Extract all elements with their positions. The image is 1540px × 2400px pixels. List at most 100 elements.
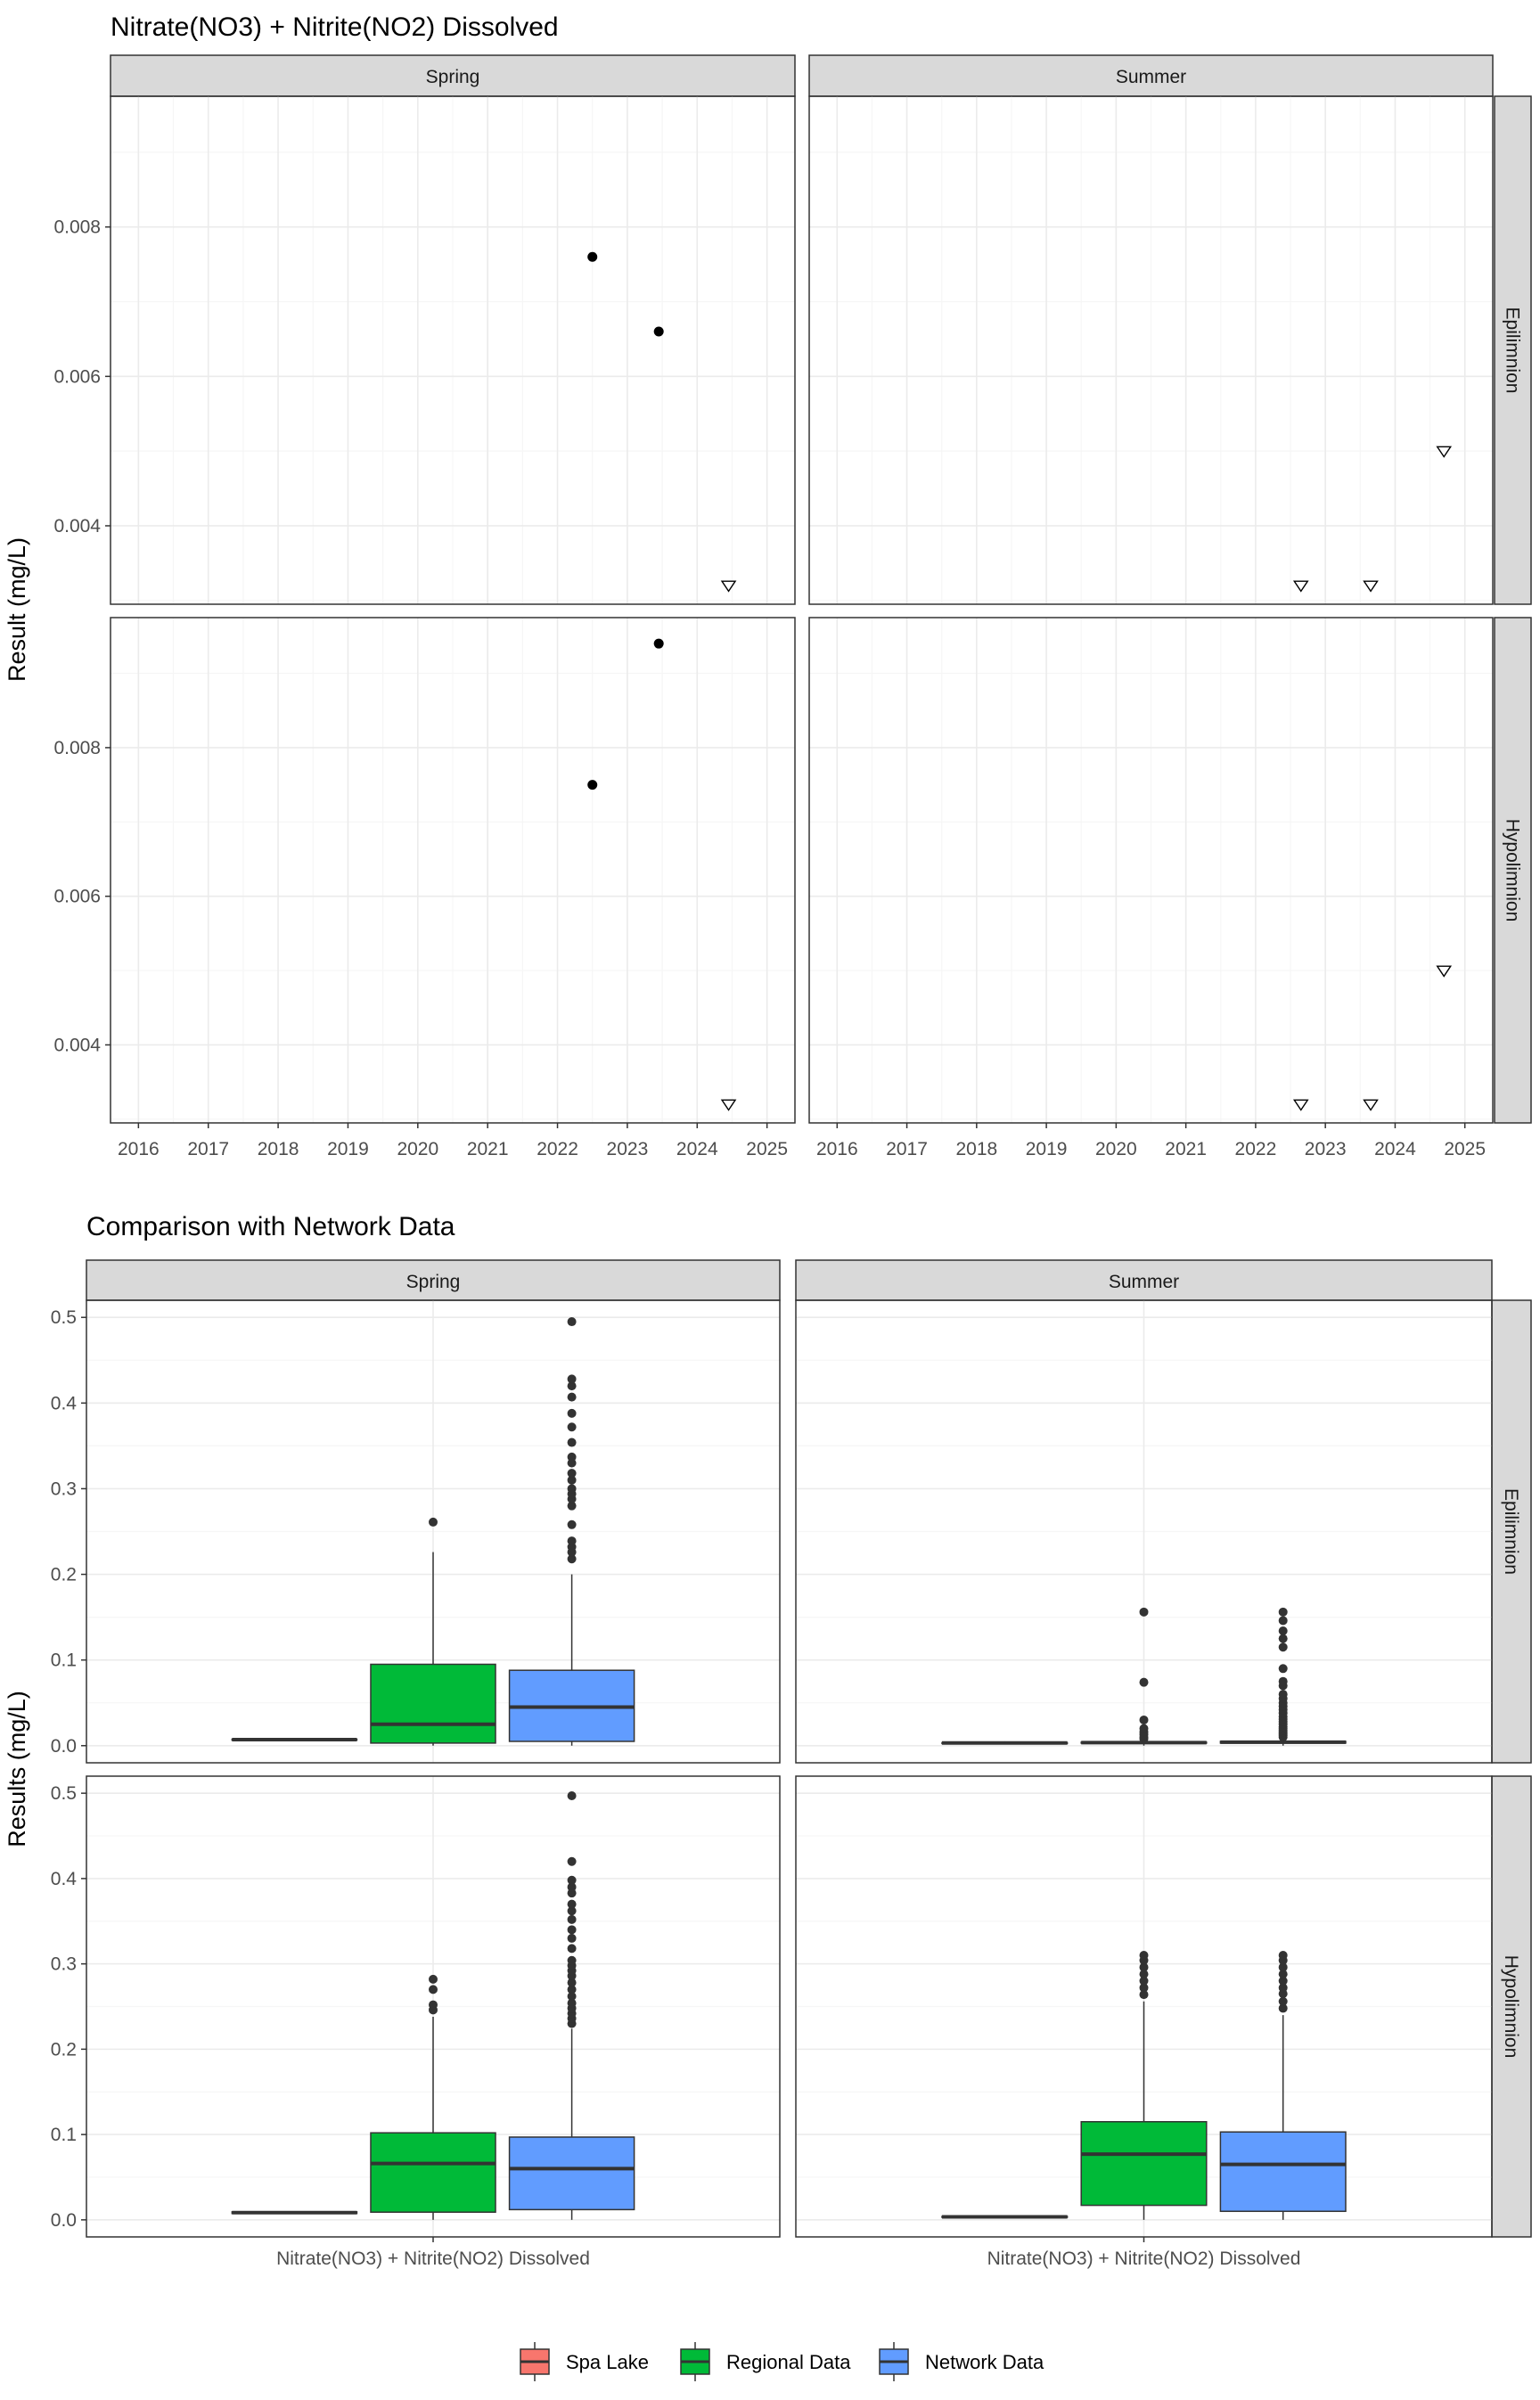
outlier-point [1278, 1607, 1288, 1617]
x-tick-label: 2021 [1165, 1139, 1207, 1159]
panel-border [86, 1299, 781, 1764]
outlier-point [1278, 1642, 1288, 1652]
outlier-point [1139, 1607, 1149, 1617]
outlier-point [567, 1856, 577, 1866]
outlier-point [1278, 1951, 1288, 1961]
x-tick-label: 2017 [187, 1139, 229, 1159]
outlier-point [567, 1519, 577, 1529]
data-point-nondetect [1292, 1099, 1309, 1111]
panel-border [795, 1299, 1493, 1764]
outlier-point [1278, 1962, 1288, 1972]
x-tick-label: 2019 [327, 1139, 369, 1159]
outlier-point [429, 1985, 438, 1995]
data-point-nondetect [1292, 580, 1309, 593]
outlier-point [1278, 1690, 1288, 1700]
box-network-data [508, 1791, 635, 2220]
outlier-point [1278, 1976, 1288, 1986]
outlier-point [1139, 1715, 1149, 1724]
legend-item-network-data: Network Data [879, 2342, 1044, 2381]
x-tick-label: 2024 [1374, 1139, 1416, 1159]
x-tick-label: 2025 [1444, 1139, 1486, 1159]
outlier-point [1278, 1664, 1288, 1674]
y-tick-label: 0.4 [51, 1393, 78, 1413]
outlier-point [1278, 2003, 1288, 2013]
y-tick-label: 0.0 [51, 2210, 77, 2231]
chart-1-strip-label-hypolimnion: Hypolimnion [1503, 819, 1523, 922]
outlier-point [567, 1985, 577, 1995]
x-tick-label: 2022 [1235, 1139, 1277, 1159]
box-regional-data [1080, 1607, 1208, 1746]
legend-item-spa-lake: Spa Lake [520, 2342, 649, 2381]
chart-2-strip-label-spring: Spring [406, 1272, 461, 1292]
chart-2-legend: Spa Lake Regional Data Network Data [520, 2342, 1044, 2381]
outlier-point [567, 1899, 577, 1909]
x-tick-label: 2024 [676, 1139, 718, 1159]
outlier-point [567, 1422, 577, 1432]
outlier-point [567, 1392, 577, 1402]
outlier-point [1139, 1677, 1149, 1687]
data-point [653, 638, 664, 649]
outlier-point [1139, 1983, 1149, 1993]
outlier-point [1278, 1996, 1288, 2006]
outlier-point [1278, 1970, 1288, 1979]
box-regional-data [370, 1517, 496, 1746]
outlier-point [567, 1374, 577, 1384]
y-tick-label: 0.1 [51, 2125, 77, 2145]
y-tick-label: 0.1 [51, 1651, 77, 1671]
chart-1-panel-summer-hypolimnion: 2016 2017 2018 2019 2020 2021 2022 2023 2024 2025 [808, 617, 1494, 1159]
chart-2-y-axis-label: Results (mg/L) [4, 1691, 30, 1847]
x-tick-label: 2016 [816, 1139, 858, 1159]
data-point-nondetect [720, 1099, 737, 1111]
outlier-point [1278, 1626, 1288, 1635]
outlier-point [567, 1484, 577, 1494]
y-tick-label: 0.004 [53, 516, 101, 537]
x-tick-label: 2018 [955, 1139, 997, 1159]
x-tick-label: 2020 [1095, 1139, 1137, 1159]
chart-1-strip-label-summer: Summer [1116, 67, 1186, 87]
x-tick-label: 2023 [607, 1139, 649, 1159]
box-iqr [508, 2136, 635, 2211]
outlier-point [567, 1469, 577, 1478]
chart-2-strip-label-epilimnion: Epilimnion [1501, 1488, 1521, 1575]
y-tick-label: 0.2 [51, 2039, 77, 2060]
data-point-nondetect [1363, 580, 1379, 593]
outlier-point [567, 1501, 577, 1511]
chart-2-panel-summer-epilimnion [795, 1299, 1493, 1764]
outlier-point [1278, 1983, 1288, 1993]
y-tick-label: 0.5 [51, 1307, 77, 1328]
outlier-point [567, 1906, 577, 1916]
outlier-point [1139, 1962, 1149, 1972]
y-tick-label: 0.5 [51, 1783, 77, 1804]
outlier-point [567, 1554, 577, 1564]
y-tick-label: 0.006 [53, 366, 101, 387]
chart-1-y-axis-label: Result (mg/L) [4, 537, 30, 682]
x-tick-label: 2025 [746, 1139, 788, 1159]
y-tick-label: 0.004 [53, 1035, 101, 1055]
x-tick-label: 2021 [467, 1139, 509, 1159]
legend-label: Regional Data [726, 2351, 851, 2373]
y-tick-label: 0.3 [51, 1954, 77, 1975]
chart-2-panel-summer-hypolimnion: Nitrate(NO3) + Nitrite(NO2) Dissolved [795, 1775, 1493, 2269]
data-point-nondetect [1363, 1099, 1379, 1111]
outlier-point [567, 1452, 577, 1462]
y-tick-label: 0.3 [51, 1478, 77, 1499]
chart-2-strip-spring [86, 1259, 781, 1301]
panel-border [110, 95, 796, 605]
outlier-point [429, 1974, 438, 1984]
x-tick-label: 2019 [1026, 1139, 1068, 1159]
chart-1-strip-summer [808, 54, 1494, 97]
legend-label: Network Data [925, 2351, 1044, 2373]
box-spa-lake [941, 2215, 1069, 2219]
outlier-point [1278, 1616, 1288, 1626]
chart-1-title: Nitrate(NO3) + Nitrite(NO2) Dissolved [111, 12, 559, 42]
outlier-point [567, 1925, 577, 1935]
outlier-point [567, 1882, 577, 1892]
panel-border [808, 617, 1494, 1124]
box-regional-data [1080, 1951, 1208, 2220]
outlier-point [1278, 1634, 1288, 1643]
chart-2-panel-spring-epilimnion: 0.0 0.1 0.2 0.3 0.4 0.5 [51, 1299, 781, 1764]
y-tick-label: 0.006 [53, 887, 101, 907]
y-tick-label: 0.008 [53, 217, 101, 238]
